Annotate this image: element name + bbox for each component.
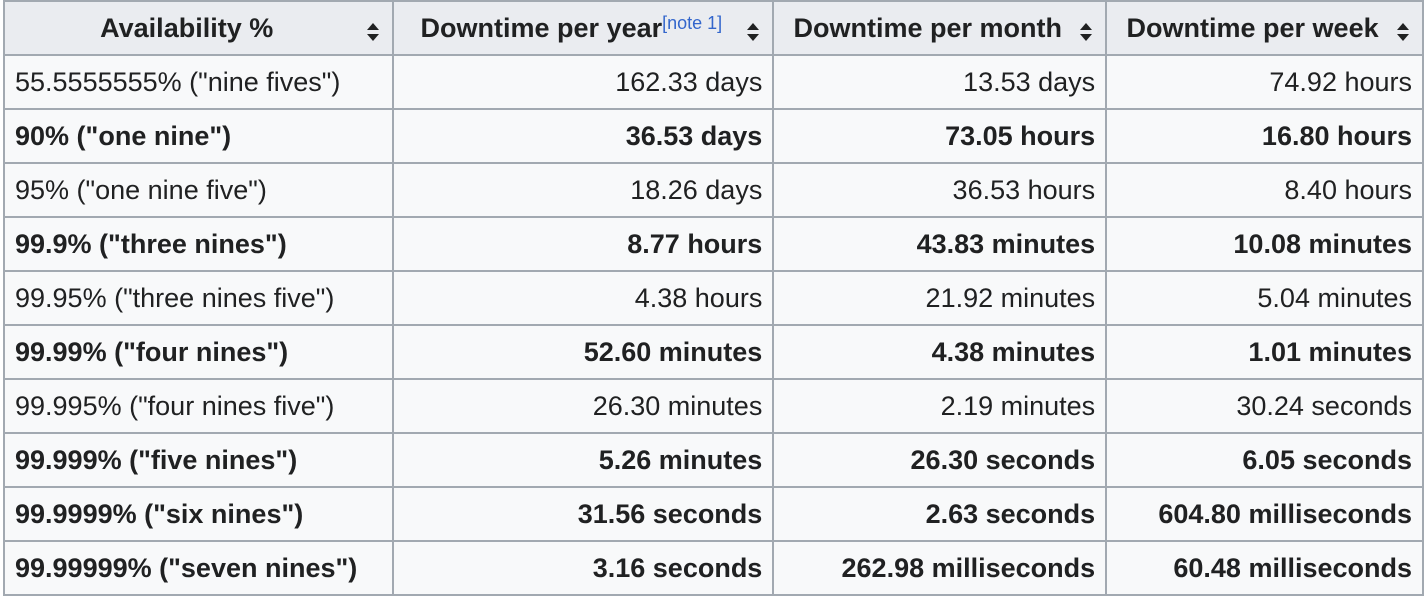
header-downtime-year[interactable]: Downtime per year[note 1] (392, 0, 775, 56)
cell-downtime-month: 2.63 seconds (772, 486, 1108, 542)
cell-availability: 99.99% ("four nines") (2, 324, 395, 380)
table-row: 95% ("one nine five") 18.26 days 36.53 hou… (2, 162, 1424, 218)
table-row: 99.99999% ("seven nines") 3.16 seconds 262… (2, 540, 1424, 596)
note-reference-link[interactable]: [note 1] (662, 12, 723, 33)
cell-downtime-week: 1.01 minutes (1105, 324, 1424, 380)
cell-downtime-year: 8.77 hours (392, 216, 775, 272)
header-availability[interactable]: Availability % (2, 0, 395, 56)
table-row: 99.9% ("three nines") 8.77 hours 43.83 min… (2, 216, 1424, 272)
cell-downtime-week: 8.40 hours (1105, 162, 1424, 218)
header-label: Downtime per week (1126, 12, 1379, 43)
cell-downtime-week: 10.08 minutes (1105, 216, 1424, 272)
cell-downtime-week: 6.05 seconds (1105, 432, 1424, 488)
cell-availability: 99.9% ("three nines") (2, 216, 395, 272)
sort-icon[interactable] (1079, 18, 1093, 41)
cell-downtime-month: 21.92 minutes (772, 270, 1108, 326)
cell-availability: 99.99999% ("seven nines") (2, 540, 395, 596)
cell-availability: 99.95% ("three nines five") (2, 270, 395, 326)
table-row: 99.999% ("five nines") 5.26 minutes 26.30 … (2, 432, 1424, 488)
cell-downtime-month: 4.38 minutes (772, 324, 1108, 380)
cell-availability: 90% ("one nine") (2, 108, 395, 164)
cell-downtime-year: 4.38 hours (392, 270, 775, 326)
cell-downtime-year: 3.16 seconds (392, 540, 775, 596)
cell-downtime-year: 31.56 seconds (392, 486, 775, 542)
cell-downtime-year: 5.26 minutes (392, 432, 775, 488)
cell-downtime-month: 262.98 milliseconds (772, 540, 1108, 596)
header-label: Availability % (100, 12, 274, 43)
header-label: Downtime per month (793, 12, 1062, 43)
cell-availability: 99.999% ("five nines") (2, 432, 395, 488)
cell-downtime-month: 13.53 days (772, 54, 1108, 110)
cell-downtime-year: 18.26 days (392, 162, 775, 218)
cell-downtime-year: 162.33 days (392, 54, 775, 110)
cell-availability: 95% ("one nine five") (2, 162, 395, 218)
sort-icon[interactable] (1396, 18, 1410, 41)
table-body: 55.5555555% ("nine fives") 162.33 days 13.… (2, 54, 1424, 596)
cell-downtime-week: 16.80 hours (1105, 108, 1424, 164)
cell-downtime-week: 74.92 hours (1105, 54, 1424, 110)
cell-downtime-year: 52.60 minutes (392, 324, 775, 380)
sort-icon[interactable] (746, 18, 760, 41)
cell-downtime-week: 30.24 seconds (1105, 378, 1424, 434)
table-row: 55.5555555% ("nine fives") 162.33 days 13.… (2, 54, 1424, 110)
header-downtime-week[interactable]: Downtime per week (1105, 0, 1424, 56)
cell-availability: 55.5555555% ("nine fives") (2, 54, 395, 110)
table-row: 99.95% ("three nines five") 4.38 hours 21.… (2, 270, 1424, 326)
cell-downtime-year: 26.30 minutes (392, 378, 775, 434)
cell-downtime-week: 5.04 minutes (1105, 270, 1424, 326)
cell-downtime-month: 73.05 hours (772, 108, 1108, 164)
table-row: 90% ("one nine") 36.53 days 73.05 hours 16.… (2, 108, 1424, 164)
cell-downtime-week: 604.80 milliseconds (1105, 486, 1424, 542)
cell-availability: 99.9999% ("six nines") (2, 486, 395, 542)
table-row: 99.99% ("four nines") 52.60 minutes 4.38 m… (2, 324, 1424, 380)
cell-downtime-month: 43.83 minutes (772, 216, 1108, 272)
table-row: 99.9999% ("six nines") 31.56 seconds 2.63 … (2, 486, 1424, 542)
header-downtime-month[interactable]: Downtime per month (772, 0, 1108, 56)
cell-availability: 99.995% ("four nines five") (2, 378, 395, 434)
cell-downtime-month: 2.19 minutes (772, 378, 1108, 434)
cell-downtime-month: 36.53 hours (772, 162, 1108, 218)
cell-downtime-month: 26.30 seconds (772, 432, 1108, 488)
cell-downtime-year: 36.53 days (392, 108, 775, 164)
header-row: Availability % Downtime per year[note 1]… (2, 0, 1424, 56)
header-label: Downtime per year (420, 12, 663, 43)
sort-icon[interactable] (366, 18, 380, 41)
cell-downtime-week: 60.48 milliseconds (1105, 540, 1424, 596)
table-row: 99.995% ("four nines five") 26.30 minutes… (2, 378, 1424, 434)
